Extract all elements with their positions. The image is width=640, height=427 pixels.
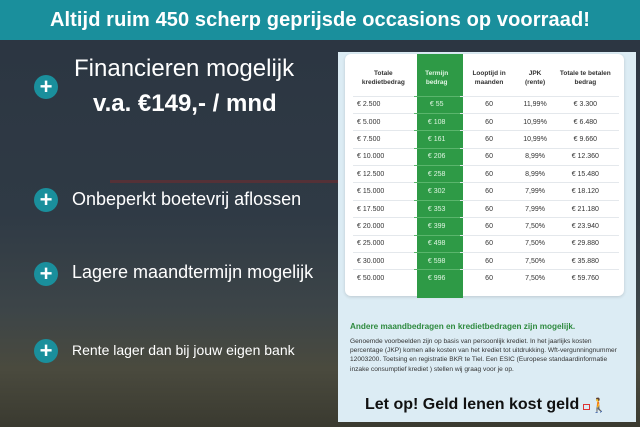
table-cell: 7,99% — [518, 182, 552, 201]
column-header: Totale te betalen bedrag — [559, 69, 611, 86]
table-cell: 60 — [459, 147, 519, 166]
feature-financing-price: v.a. €149,- / mnd — [93, 90, 277, 117]
feature-financing: Financieren mogelijk — [74, 55, 295, 82]
table-cell: 10,99% — [518, 112, 552, 131]
table-cell: € 30.000 — [353, 252, 414, 270]
table-cell: 7,50% — [518, 269, 552, 288]
note-title: Andere maandbedragen en kredietbedragen … — [350, 322, 576, 331]
table-row: € 30.000 € 598 60 7,50% € 35.880 — [353, 252, 619, 270]
header-banner: Altijd ruim 450 scherp geprijsde occasio… — [0, 0, 640, 40]
table-cell: € 15.480 — [551, 165, 619, 183]
table-row: € 10.000 € 206 60 8,99% € 12.360 — [353, 147, 619, 166]
financing-table: Totale kredietbedrag Termijn bedrag Loopti… — [353, 60, 619, 288]
table-cell: 60 — [459, 130, 519, 149]
table-cell: € 10.000 — [353, 147, 414, 166]
financing-panel: Totale kredietbedrag Termijn bedrag Loopti… — [338, 52, 636, 422]
table-row: € 50.000 € 996 60 7,50% € 59.760 — [353, 269, 619, 288]
table-cell: € 17.500 — [353, 199, 414, 218]
table-cell: € 302 — [413, 182, 460, 201]
table-cell: 60 — [459, 234, 519, 253]
table-cell: € 25.000 — [353, 234, 414, 253]
table-cell: € 353 — [413, 199, 460, 218]
table-row: € 17.500 € 353 60 7,99% € 21.180 — [353, 199, 619, 218]
table-row: € 25.000 € 498 60 7,50% € 29.880 — [353, 234, 619, 253]
table-cell: € 206 — [413, 147, 460, 166]
table-cell: 7,50% — [518, 252, 552, 270]
table-cell: 7,50% — [518, 217, 552, 236]
table-cell: € 7.500 — [353, 130, 414, 149]
table-cell: 7,99% — [518, 199, 552, 218]
column-header: Termijn bedrag — [425, 69, 449, 86]
table-cell: 11,99% — [518, 95, 552, 114]
table-row: € 12.500 € 258 60 8,99% € 15.480 — [353, 165, 619, 183]
table-row: € 15.000 € 302 60 7,99% € 18.120 — [353, 182, 619, 201]
note-body: Genoemde voorbeelden zijn op basis van p… — [350, 338, 617, 373]
table-cell: 60 — [459, 95, 519, 114]
plus-icon: + — [34, 188, 58, 212]
table-cell: € 12.500 — [353, 165, 414, 183]
table-cell: € 258 — [413, 165, 460, 183]
table-cell: € 108 — [413, 112, 460, 131]
feature-repay: Onbeperkt boetevrij aflossen — [72, 189, 302, 209]
table-cell: 60 — [459, 252, 519, 270]
financing-table-card: Totale kredietbedrag Termijn bedrag Loopti… — [345, 54, 624, 298]
table-cell: € 2.500 — [353, 95, 414, 114]
table-cell: € 12.360 — [551, 147, 619, 166]
table-cell: € 59.760 — [551, 269, 619, 288]
warning-text: Let op! Geld lenen kost geld — [365, 396, 580, 413]
table-row: € 5.000 € 108 60 10,99% € 6.480 — [353, 112, 619, 131]
column-header: Looptijd in maanden — [472, 69, 506, 86]
table-cell: € 9.660 — [551, 130, 619, 149]
walking-person-icon: 🚶 — [583, 397, 608, 414]
table-cell: 60 — [459, 217, 519, 236]
column-header: Totale kredietbedrag — [361, 69, 405, 86]
table-cell: € 399 — [413, 217, 460, 236]
table-cell: € 29.880 — [551, 234, 619, 253]
header-title: Altijd ruim 450 scherp geprijsde occasio… — [49, 8, 591, 31]
table-cell: 60 — [459, 165, 519, 183]
table-cell: € 3.300 — [551, 95, 619, 114]
table-cell: € 996 — [413, 269, 460, 288]
table-cell: € 498 — [413, 234, 460, 253]
column-header: JPK (rente) — [524, 69, 546, 86]
table-cell: € 15.000 — [353, 182, 414, 201]
feature-rate: Rente lager dan bij jouw eigen bank — [72, 342, 295, 358]
table-cell: € 161 — [413, 130, 460, 149]
table-cell: € 21.180 — [551, 199, 619, 218]
table-cell: € 598 — [413, 252, 460, 270]
table-cell: € 6.480 — [551, 112, 619, 131]
table-cell: € 55 — [413, 95, 460, 114]
table-cell: 60 — [459, 199, 519, 218]
table-cell: 7,50% — [518, 234, 552, 253]
table-cell: € 20.000 — [353, 217, 414, 236]
table-cell: € 18.120 — [551, 182, 619, 201]
table-cell: € 35.880 — [551, 252, 619, 270]
table-cell: 10,99% — [518, 130, 552, 149]
table-cell: 8,99% — [518, 165, 552, 183]
table-cell: 8,99% — [518, 147, 552, 166]
warning: Let op! Geld lenen kost geld 🚶 — [365, 396, 608, 414]
table-cell: 60 — [459, 269, 519, 288]
plus-icon: + — [34, 262, 58, 286]
table-row: € 2.500 € 55 60 11,99% € 3.300 — [353, 95, 619, 114]
table-cell: € 23.940 — [551, 217, 619, 236]
table-row: € 7.500 € 161 60 10,99% € 9.660 — [353, 130, 619, 149]
feature-lower-term: Lagere maandtermijn mogelijk — [72, 262, 314, 282]
table-row: € 20.000 € 399 60 7,50% € 23.940 — [353, 217, 619, 236]
plus-icon: + — [34, 339, 58, 363]
table-cell: € 50.000 — [353, 269, 414, 288]
table-cell: € 5.000 — [353, 112, 414, 131]
dealership-structure — [110, 180, 340, 270]
table-cell: 60 — [459, 182, 519, 201]
table-cell: 60 — [459, 112, 519, 131]
plus-icon: + — [34, 75, 58, 99]
